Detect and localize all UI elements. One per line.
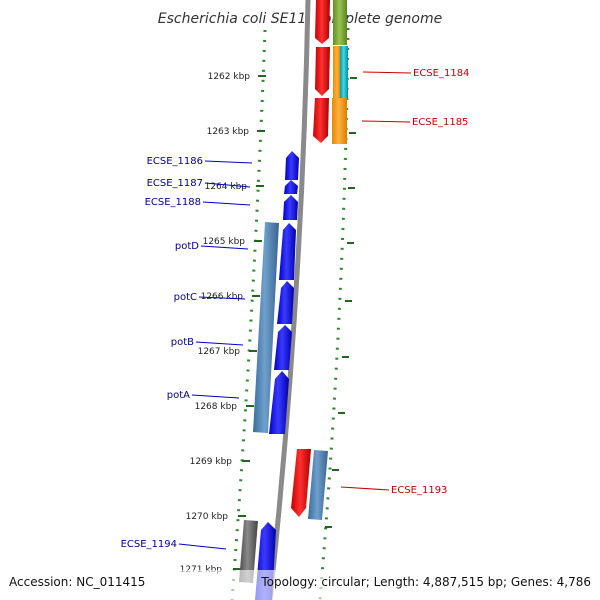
scale-tick: 1268 kbp [195, 402, 254, 412]
gene-label[interactable]: potB [171, 337, 194, 348]
gene-label[interactable]: ECSE_1186 [147, 156, 203, 167]
tick-label: 1268 kbp [195, 402, 238, 412]
gene-feature-red [315, 0, 330, 44]
accession-text: Accession: NC_011415 [9, 575, 145, 589]
genome-summary-text: Topology: circular; Length: 4,887,515 bp… [260, 575, 591, 589]
gene-feature-steelblue [253, 222, 279, 433]
gene-label[interactable]: ECSE_1187 [147, 178, 203, 189]
tick-label: 1269 kbp [190, 457, 233, 467]
gene-label[interactable]: potC [174, 292, 197, 303]
right-track-features [308, 0, 348, 520]
gene-label[interactable]: potA [167, 390, 190, 401]
forward-strand-features [255, 151, 299, 600]
right-track-guide [318, 27, 350, 600]
scale-ticks: 1262 kbp 1263 kbp 1264 kbp 1265 kbp 1266… [180, 72, 357, 575]
scale-tick: 1262 kbp [208, 72, 266, 82]
genome-backbone [267, 0, 311, 600]
gene-feature-orange [332, 98, 347, 144]
reverse-strand-features [291, 0, 330, 517]
gene-feature-blue [274, 325, 292, 370]
scale-tick: 1269 kbp [190, 457, 250, 467]
gene-label[interactable]: ECSE_1185 [412, 117, 468, 128]
scale-tick: 1263 kbp [207, 127, 265, 137]
gene-feature-red [291, 449, 311, 517]
map-title: Escherichia coli SE11, complete genome [158, 11, 442, 27]
scale-tick: 1264 kbp [205, 182, 264, 192]
scale-tick: 1266 kbp [201, 292, 260, 302]
tick-label: 1267 kbp [198, 347, 241, 357]
gene-feature-red [315, 47, 330, 96]
gene-feature-red [313, 98, 329, 143]
gene-label[interactable]: ECSE_1188 [145, 197, 201, 208]
footer-backdrop [0, 570, 600, 600]
scale-tick: 1267 kbp [198, 347, 257, 357]
tick-label: 1262 kbp [208, 72, 251, 82]
tick-label: 1264 kbp [205, 182, 248, 192]
gene-feature-blue [269, 371, 289, 434]
tick-label: 1266 kbp [201, 292, 244, 302]
gene-feature-blue [277, 281, 294, 324]
gene-feature-olive [333, 0, 347, 45]
left-track-features [239, 222, 279, 583]
gene-label[interactable]: ECSE_1194 [121, 539, 177, 550]
gene-label[interactable]: ECSE_1193 [391, 485, 447, 496]
gene-feature-steelblue [308, 450, 328, 520]
right-gene-labels: ECSE_1184 ECSE_1185 ECSE_1193 [340, 68, 469, 496]
gene-feature-blue [279, 223, 296, 280]
tick-label: 1263 kbp [207, 127, 250, 137]
scale-tick: 1265 kbp [203, 237, 262, 247]
scale-tick: 1270 kbp [186, 512, 246, 522]
gene-feature-blue [284, 180, 298, 194]
left-gene-labels: ECSE_1186 ECSE_1187 ECSE_1188 potD potC … [121, 156, 253, 550]
gene-label[interactable]: potD [175, 241, 199, 252]
gene-feature-cyan [340, 46, 348, 98]
gene-feature-blue [285, 151, 299, 180]
gene-feature-orange [333, 46, 341, 98]
tick-label: 1270 kbp [186, 512, 229, 522]
gene-label[interactable]: ECSE_1184 [413, 68, 469, 79]
tick-label: 1265 kbp [203, 237, 246, 247]
gene-feature-blue [283, 195, 298, 220]
gene-feature-gray [239, 520, 258, 583]
